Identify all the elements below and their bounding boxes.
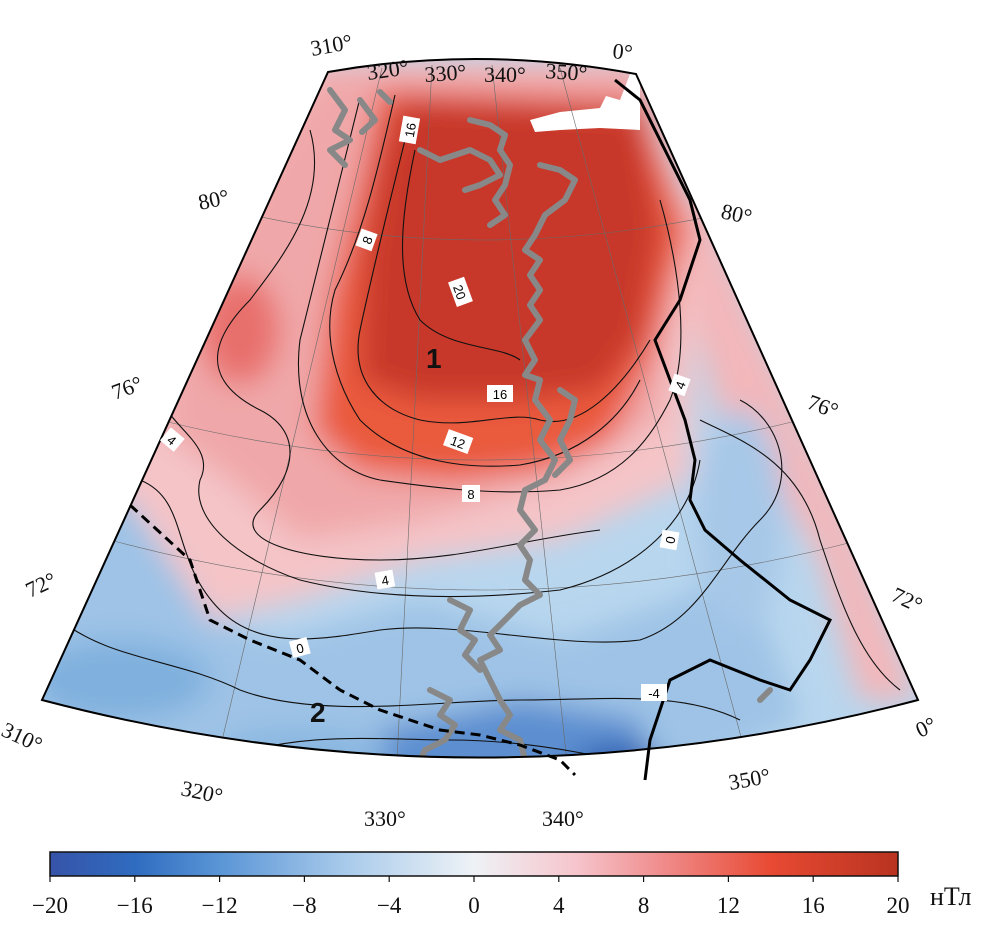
lon-bottom-0: 0° [912,712,941,743]
colorbar-ramp [49,851,899,877]
colorbar-tick-label: −20 [32,893,68,918]
lon-top-350: 350° [545,58,588,86]
lon-top-330: 330° [424,59,467,87]
lat-right-76: 76° [804,389,842,423]
colorbar: −20 −16 −12 −8 −4 0 4 8 12 16 20 нТл [32,851,972,918]
lon-bottom-320: 320° [179,775,225,808]
lon-bottom-310: 310° [0,717,46,757]
colorbar-tick-label: −12 [202,893,238,918]
lon-bottom-330: 330° [364,806,406,831]
lon-top-310: 310° [309,29,355,61]
map-frame [40,58,920,759]
coastline [327,87,773,758]
colorbar-ticks: −20 −16 −12 −8 −4 0 4 8 12 16 20 [32,876,910,918]
lat-right-72: 72° [888,582,926,618]
colorbar-tick-label: 16 [802,893,825,918]
lon-top-340: 340° [484,62,526,87]
contour-labels: 16 8 20 16 12 8 4 0 4 0 -4 4 [159,115,691,701]
lon-bottom-350: 350° [727,763,773,795]
contour-label: 8 [467,487,474,502]
lon-bottom-340: 340° [542,806,584,831]
colorbar-tick-label: 4 [553,893,565,918]
colorbar-tick-label: −4 [377,893,402,918]
colorbar-tick-label: 0 [468,893,480,918]
boundary-line [614,78,833,781]
contour-label: 4 [380,572,390,588]
contour-label: 16 [402,122,419,139]
contour-label: 20 [450,283,469,302]
contour-label: -4 [648,686,660,701]
contour-label: 8 [359,234,376,246]
region-label-1: 1 [426,343,442,374]
colorbar-tick-label: 8 [638,893,650,918]
contour-label: 16 [493,387,507,402]
lat-left-76: 76° [108,371,146,405]
contour-label: 0 [662,535,678,545]
lon-top-320: 320° [365,54,410,85]
region-label-2: 2 [310,697,326,728]
colorbar-tick-label: 12 [717,893,740,918]
contour-label: 4 [672,379,689,391]
lat-right-80: 80° [719,198,754,229]
lat-left-72: 72° [22,567,60,603]
lat-left-80: 80° [196,184,231,215]
contour-label: 12 [448,433,467,452]
lon-top-0: 0° [611,38,633,65]
colorbar-tick-label: 20 [887,893,910,918]
dashed-line-2 [128,503,577,777]
lon-labels-top: 310° 320° 330° 340° 350° 0° [309,29,634,87]
colorbar-tick-label: −16 [117,893,153,918]
colorbar-unit: нТл [930,882,972,911]
contour-label: 0 [295,640,306,656]
no-data-patch [530,72,640,132]
colorbar-tick-label: −8 [292,893,316,918]
